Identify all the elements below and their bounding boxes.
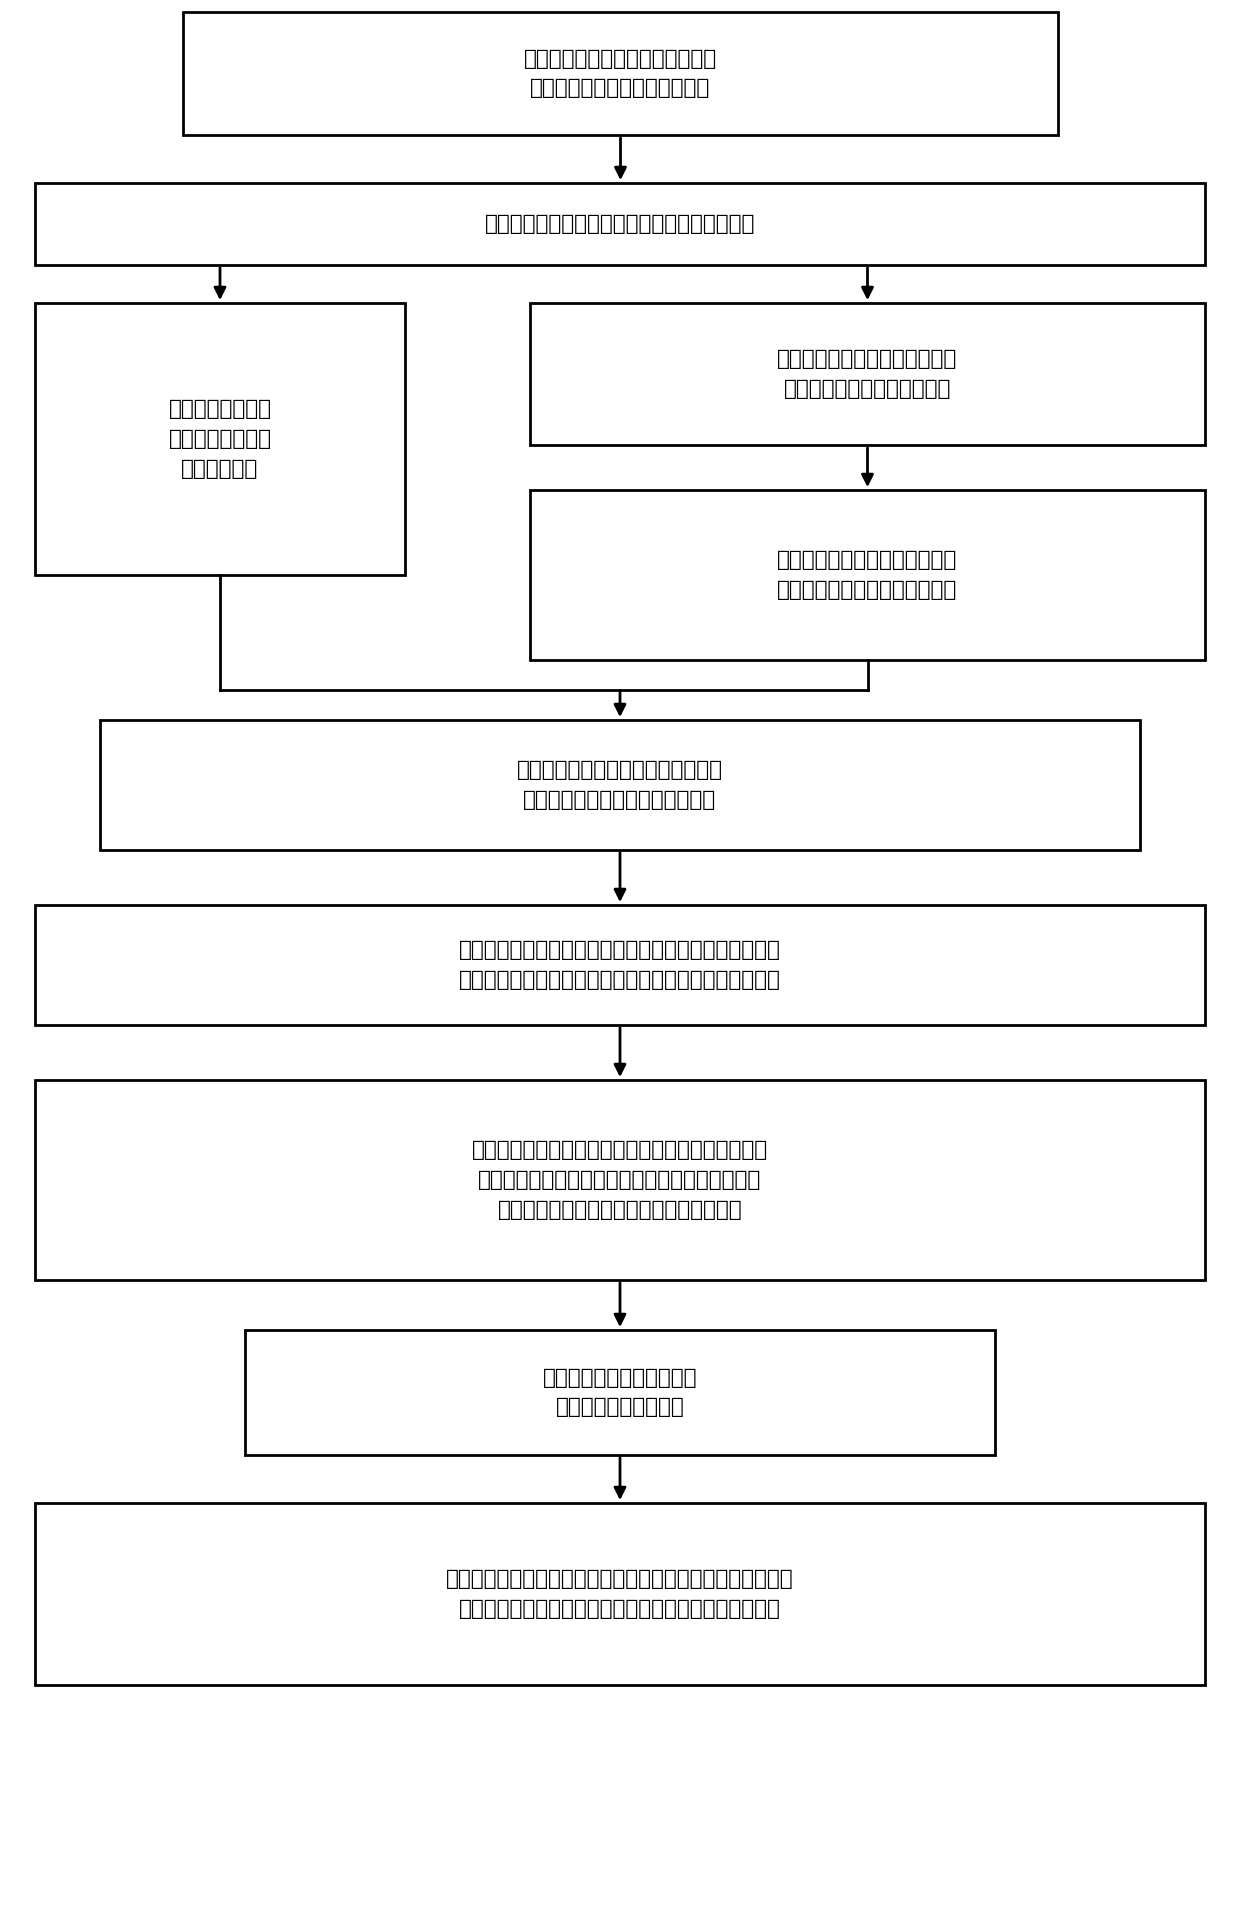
Text: 提取人脸每个局部区域块的立体信息的特征向量和光谱信
息的特征向量，得到多个局部区域块的局部综合特征向量: 提取人脸每个局部区域块的立体信息的特征向量和光谱信 息的特征向量，得到多个局部区… xyxy=(459,941,781,991)
Text: 使用多视点立体匹配方法，对人
脸三个视点的图像进行三维重构: 使用多视点立体匹配方法，对人 脸三个视点的图像进行三维重构 xyxy=(777,550,957,600)
Bar xyxy=(35,1081,1205,1280)
Text: 对融合后人脸的二维极图像进行
仿射变换得到三个视点的图像: 对融合后人脸的二维极图像进行 仿射变换得到三个视点的图像 xyxy=(777,349,957,399)
Bar xyxy=(100,720,1140,851)
Text: 利用极光谱系统采集人脸在各个光
谱波段的二维极图像和光谱信息: 利用极光谱系统采集人脸在各个光 谱波段的二维极图像和光谱信息 xyxy=(525,48,717,98)
Bar xyxy=(35,1502,1205,1684)
Text: 分别对多个样本人脸和待识别人脸采用上述方法，得
到一个包含多个样本人脸的局部综合特征向量的样
本库和待识别人脸的多个局部综合特征向量: 分别对多个样本人脸和待识别人脸采用上述方法，得 到一个包含多个样本人脸的局部综合… xyxy=(472,1140,768,1220)
Bar xyxy=(529,490,1205,659)
Text: 将待识别人脸的多个带有分类标签的局部综合特征向量输入分
类器，根据分类结果来判断待识别人脸是否与样本库相符: 将待识别人脸的多个带有分类标签的局部综合特征向量输入分 类器，根据分类结果来判断… xyxy=(446,1569,794,1619)
Text: 根据人脸二维图像的划分结果，对三
维人脸和光谱信息进行区域块划分: 根据人脸二维图像的划分结果，对三 维人脸和光谱信息进行区域块划分 xyxy=(517,761,723,810)
Text: 将样本库数据输入线性支持
向量机模型得到分类器: 将样本库数据输入线性支持 向量机模型得到分类器 xyxy=(543,1368,697,1418)
Bar xyxy=(35,904,1205,1025)
Bar xyxy=(529,303,1205,445)
Bar xyxy=(35,303,405,575)
Text: 对融合后人脸的二
维极图像中完整人
脸划分区域块: 对融合后人脸的二 维极图像中完整人 脸划分区域块 xyxy=(169,399,272,479)
Bar xyxy=(184,11,1058,134)
Bar xyxy=(246,1330,994,1454)
Bar xyxy=(35,184,1205,264)
Text: 融合人脸质量最高的多个光谱波段的二维极图像: 融合人脸质量最高的多个光谱波段的二维极图像 xyxy=(485,215,755,234)
